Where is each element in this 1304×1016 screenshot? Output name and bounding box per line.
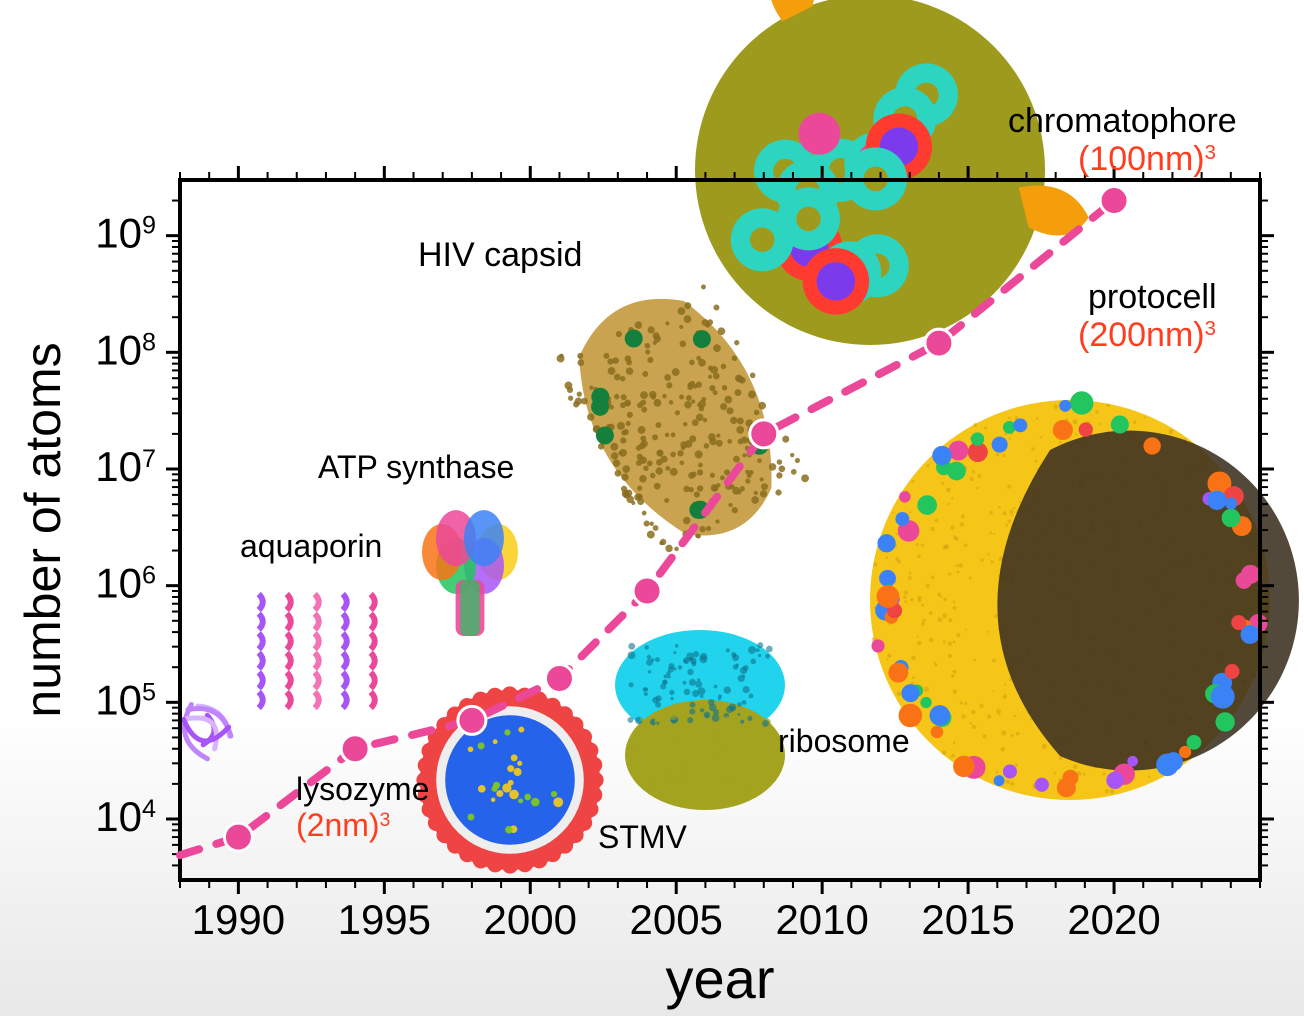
label-stmv: STMV bbox=[598, 819, 688, 855]
structure-ribosome bbox=[615, 630, 785, 810]
structure-lysozyme bbox=[184, 704, 231, 758]
atom-count-vs-year-chart: 104 105 106 107 108 109 1990 1995 2000 2005 2010 20… bbox=[0, 0, 1304, 1016]
structure-aquaporin bbox=[259, 594, 375, 708]
data-point-stmv bbox=[633, 577, 661, 605]
label-size-chromatophore: (100nm)3 bbox=[1078, 140, 1216, 178]
structure-atp-synthase bbox=[422, 510, 518, 636]
data-point-chromatophore bbox=[925, 329, 953, 357]
ytick-label: 104 bbox=[95, 793, 156, 840]
ytick-label: 106 bbox=[95, 560, 156, 607]
xtick-label: 1995 bbox=[338, 896, 431, 943]
label-protocell: protocell bbox=[1088, 278, 1217, 316]
data-point-hiv-capsid bbox=[750, 420, 778, 448]
data-point-atp-synthase bbox=[545, 665, 573, 693]
data-point-lysozyme-pre bbox=[224, 823, 252, 851]
xtick-label: 1990 bbox=[192, 896, 285, 943]
label-size-protocell: (200nm)3 bbox=[1078, 316, 1216, 354]
xtick-label: 2015 bbox=[921, 896, 1014, 943]
label-size-lysozyme: (2nm)3 bbox=[296, 807, 390, 843]
label-chromatophore: chromatophore bbox=[1008, 102, 1237, 140]
xtick-label: 2000 bbox=[484, 896, 577, 943]
label-atp-synthase: ATP synthase bbox=[318, 449, 514, 485]
label-ribosome: ribosome bbox=[778, 723, 910, 759]
structure-protocell bbox=[870, 391, 1299, 800]
label-hiv-capsid: HIV capsid bbox=[418, 236, 582, 274]
y-axis-label: number of atoms bbox=[15, 342, 71, 717]
structure-stmv bbox=[416, 686, 603, 873]
xtick-label: 2010 bbox=[775, 896, 868, 943]
x-axis-label: year bbox=[666, 947, 775, 1010]
structure-chromatophore bbox=[695, 0, 1089, 345]
data-point-protocell bbox=[1100, 187, 1128, 215]
chart-svg: 104 105 106 107 108 109 1990 1995 2000 2005 2010 20… bbox=[0, 0, 1304, 1016]
ytick-label: 105 bbox=[95, 676, 156, 723]
data-point-lysozyme bbox=[341, 735, 369, 763]
data-point-aquaporin bbox=[458, 706, 486, 734]
ytick-label: 109 bbox=[95, 210, 156, 257]
ytick-label: 108 bbox=[95, 326, 156, 373]
ytick-label: 107 bbox=[95, 443, 156, 490]
xtick-label: 2005 bbox=[629, 896, 722, 943]
label-aquaporin: aquaporin bbox=[240, 528, 382, 564]
xtick-label: 2020 bbox=[1067, 896, 1160, 943]
label-lysozyme: lysozyme bbox=[296, 771, 429, 807]
